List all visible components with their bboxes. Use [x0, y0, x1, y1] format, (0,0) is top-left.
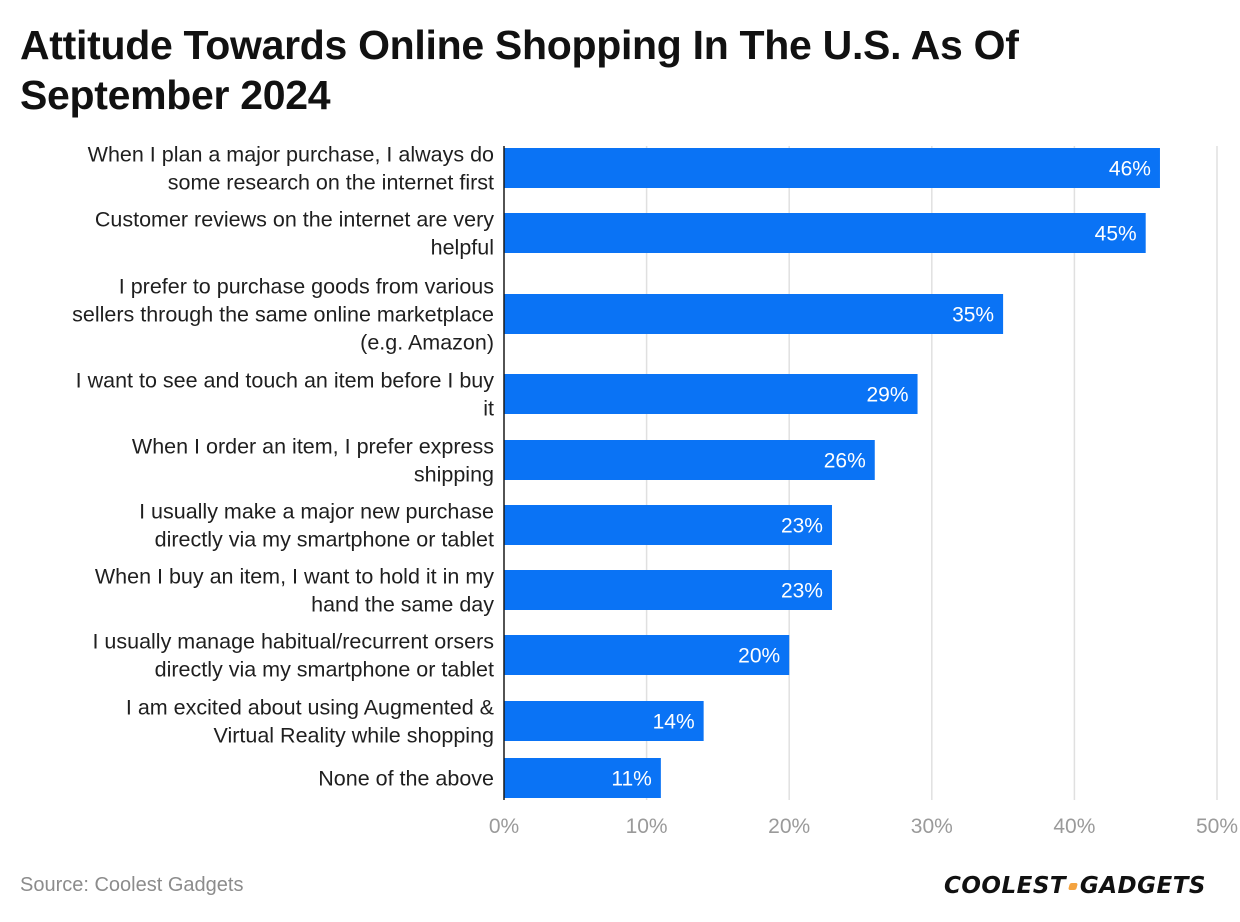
category-label: None of the above — [318, 767, 494, 791]
category-label: I usually manage habitual/recurrent orse… — [92, 630, 494, 654]
category-label: I want to see and touch an item before I… — [76, 369, 495, 393]
bar-value-label: 14% — [653, 711, 695, 734]
logo-text-gadgets: GADGETS — [1079, 873, 1206, 899]
category-label: Virtual Reality while shopping — [214, 724, 494, 748]
bar-value-label: 45% — [1095, 223, 1137, 246]
bar-value-label: 29% — [867, 384, 909, 407]
category-label: it — [483, 397, 494, 421]
category-label: directly via my smartphone or tablet — [155, 528, 494, 552]
bar-value-label: 46% — [1109, 158, 1151, 181]
category-label: sellers through the same online marketpl… — [72, 303, 494, 327]
category-label: hand the same day — [311, 593, 494, 617]
category-label: helpful — [431, 236, 494, 260]
category-label: Customer reviews on the internet are ver… — [95, 208, 494, 232]
bar — [504, 505, 832, 545]
category-label: some research on the internet first — [168, 171, 494, 195]
x-tick-label: 30% — [911, 815, 953, 838]
bar — [504, 148, 1160, 188]
x-tick-label: 50% — [1196, 815, 1238, 838]
x-tick-label: 20% — [768, 815, 810, 838]
bar — [504, 294, 1004, 334]
x-tick-label: 40% — [1053, 815, 1095, 838]
category-label: I am excited about using Augmented & — [126, 696, 494, 720]
logo-dash — [1068, 882, 1078, 890]
bar — [504, 635, 790, 675]
bar — [504, 440, 875, 480]
bar — [504, 701, 704, 741]
bar-value-label: 23% — [781, 580, 823, 603]
chart-title: Attitude Towards Online Shopping In The … — [20, 22, 1019, 118]
category-label: When I order an item, I prefer express — [132, 435, 494, 459]
logo-text-coolest: COOLEST — [944, 873, 1067, 899]
brand-logo: COOLEST GADGETS — [944, 866, 1206, 906]
bar-value-label: 35% — [952, 304, 994, 327]
category-label: When I plan a major purchase, I always d… — [88, 143, 494, 167]
bar-value-label: 20% — [738, 645, 780, 668]
bar-value-label: 26% — [824, 450, 866, 473]
category-labels: When I plan a major purchase, I always d… — [72, 143, 494, 791]
category-label: directly via my smartphone or tablet — [155, 658, 494, 682]
x-tick-label: 10% — [626, 815, 668, 838]
bar — [504, 213, 1146, 253]
bar — [504, 758, 661, 798]
source-note: Source: Coolest Gadgets — [20, 874, 244, 896]
category-label: shipping — [414, 463, 494, 487]
category-label: (e.g. Amazon) — [360, 331, 494, 355]
bar — [504, 374, 918, 414]
bars: 46% 45% 35% 29% 26% 23% 23% 20% 14% 11% — [504, 148, 1160, 798]
category-label: I prefer to purchase goods from various — [119, 275, 494, 299]
x-tick-label: 0% — [489, 815, 519, 838]
bar — [504, 570, 832, 610]
category-label: I usually make a major new purchase — [139, 500, 494, 524]
category-label: When I buy an item, I want to hold it in… — [95, 565, 494, 589]
bar-value-label: 11% — [611, 768, 651, 791]
bar-value-label: 23% — [781, 515, 823, 538]
x-axis-ticks: 0% 10% 20% 30% 40% 50% — [489, 815, 1238, 838]
